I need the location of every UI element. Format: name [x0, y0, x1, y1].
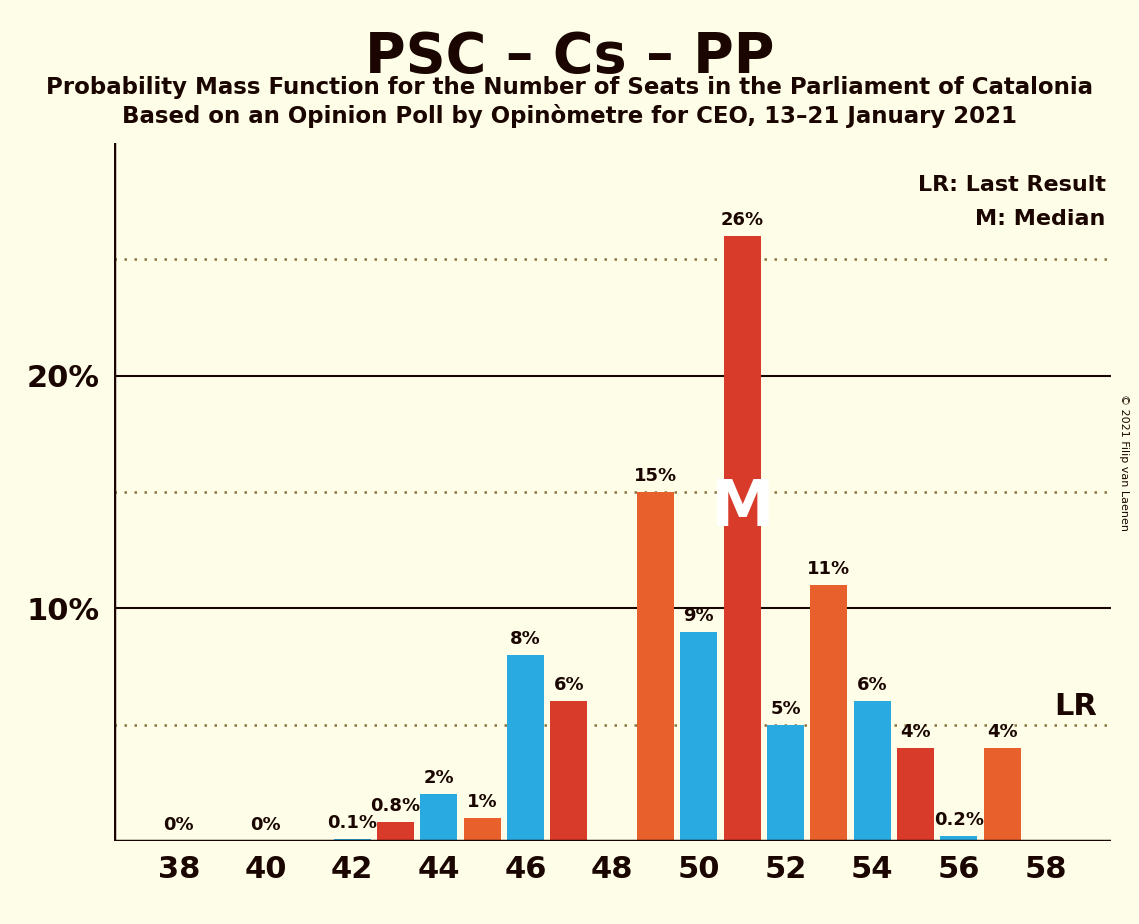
Bar	[420, 795, 457, 841]
Text: 0.2%: 0.2%	[934, 811, 984, 829]
Text: 6%: 6%	[554, 676, 584, 694]
Bar	[377, 822, 413, 841]
Text: 15%: 15%	[634, 467, 677, 485]
Text: PSC – Cs – PP: PSC – Cs – PP	[364, 30, 775, 83]
Text: LR: Last Result: LR: Last Result	[918, 175, 1106, 195]
Bar	[507, 655, 544, 841]
Text: 9%: 9%	[683, 606, 714, 625]
Text: M: Median: M: Median	[975, 210, 1106, 229]
Bar	[637, 492, 674, 841]
Text: 0%: 0%	[164, 816, 195, 833]
Bar	[854, 701, 891, 841]
Bar	[811, 585, 847, 841]
Text: M: M	[711, 477, 775, 539]
Text: 0%: 0%	[251, 816, 281, 833]
Text: 4%: 4%	[986, 723, 1017, 741]
Text: © 2021 Filip van Laenen: © 2021 Filip van Laenen	[1120, 394, 1129, 530]
Text: 0.1%: 0.1%	[327, 813, 377, 832]
Bar	[334, 838, 370, 841]
Text: 1%: 1%	[467, 793, 498, 810]
Text: 4%: 4%	[900, 723, 931, 741]
Text: 2%: 2%	[424, 770, 454, 787]
Text: 5%: 5%	[770, 699, 801, 718]
Bar	[680, 632, 718, 841]
Text: Based on an Opinion Poll by Opinòmetre for CEO, 13–21 January 2021: Based on an Opinion Poll by Opinòmetre f…	[122, 104, 1017, 128]
Text: 26%: 26%	[721, 212, 764, 229]
Bar	[984, 748, 1021, 841]
Bar	[723, 237, 761, 841]
Text: 8%: 8%	[510, 630, 541, 648]
Bar	[768, 724, 804, 841]
Text: 0.8%: 0.8%	[370, 797, 420, 815]
Bar	[941, 836, 977, 841]
Bar	[464, 818, 501, 841]
Bar	[550, 701, 588, 841]
Text: 6%: 6%	[857, 676, 887, 694]
Text: Probability Mass Function for the Number of Seats in the Parliament of Catalonia: Probability Mass Function for the Number…	[46, 76, 1093, 99]
Text: 11%: 11%	[808, 560, 851, 578]
Text: LR: LR	[1055, 692, 1098, 721]
Bar	[898, 748, 934, 841]
